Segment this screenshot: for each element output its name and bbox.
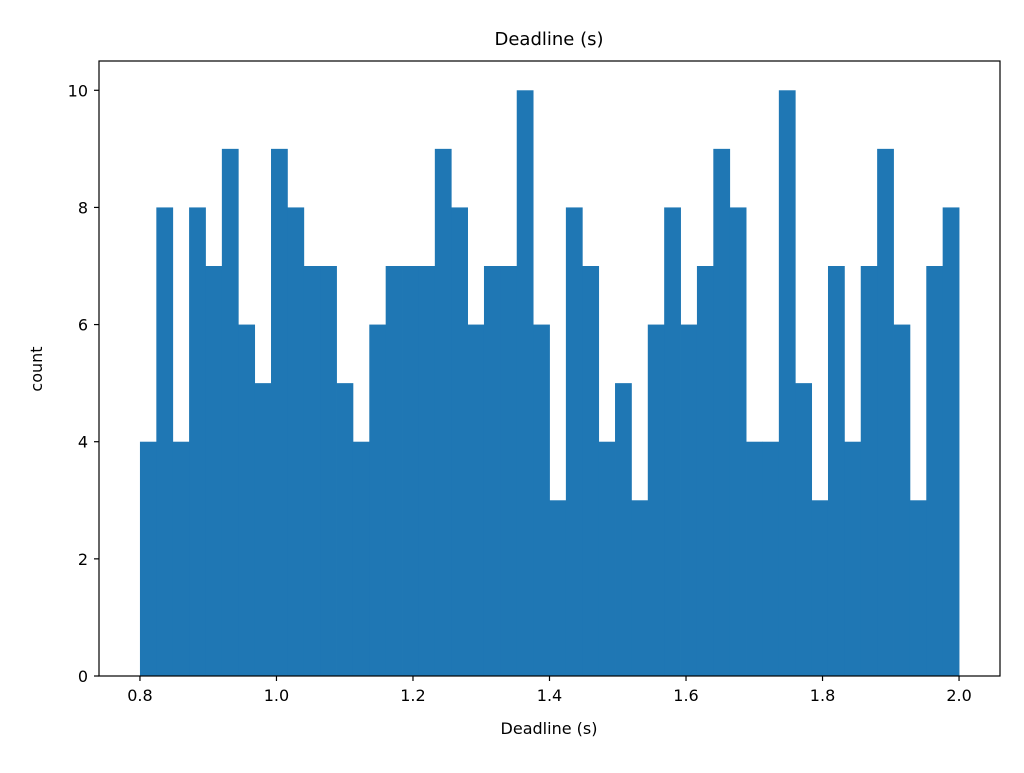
histogram-bar — [418, 266, 436, 676]
histogram-bar — [729, 207, 747, 676]
y-tick-label: 6 — [78, 316, 88, 335]
histogram-bar — [582, 266, 600, 676]
histogram-bar — [352, 441, 370, 676]
histogram-bar — [156, 207, 174, 676]
histogram-bar — [926, 266, 944, 676]
histogram-bar — [336, 383, 354, 676]
histogram-bar — [303, 266, 321, 676]
x-tick-label: 1.2 — [400, 686, 425, 705]
histogram-bar — [221, 148, 239, 676]
histogram-bar — [549, 500, 567, 676]
histogram-bar — [402, 266, 419, 676]
histogram-bar — [647, 324, 665, 676]
histogram-bar — [500, 266, 518, 676]
histogram-bar — [172, 441, 190, 676]
x-tick-label: 0.8 — [127, 686, 152, 705]
histogram-bar — [483, 266, 501, 676]
histogram-bar — [827, 266, 845, 676]
histogram-bar — [778, 90, 796, 677]
y-tick-label: 8 — [78, 198, 88, 217]
histogram-bar — [385, 266, 403, 676]
x-tick-label: 1.6 — [673, 686, 698, 705]
x-axis-label: Deadline (s) — [501, 719, 598, 738]
histogram-bar — [615, 383, 632, 676]
y-tick-label: 2 — [78, 550, 88, 569]
x-tick-label: 1.8 — [810, 686, 835, 705]
bars-group — [139, 90, 960, 677]
histogram-bar — [909, 500, 927, 676]
histogram-bar — [205, 266, 223, 676]
histogram-bar — [795, 383, 813, 676]
y-tick-label: 4 — [78, 433, 88, 452]
histogram-bar — [287, 207, 305, 676]
y-tick-label: 10 — [68, 81, 88, 100]
y-tick-label: 0 — [78, 667, 88, 686]
histogram-bar — [189, 207, 206, 676]
chart-title: Deadline (s) — [494, 29, 603, 50]
histogram-bar — [942, 207, 960, 676]
histogram-bar — [844, 441, 862, 676]
histogram-bar — [533, 324, 550, 676]
histogram-bar — [877, 148, 894, 676]
histogram-bar — [696, 266, 714, 676]
x-tick-label: 1.4 — [537, 686, 562, 705]
histogram-bar — [434, 148, 452, 676]
x-axis-ticks: 0.8 1.0 1.2 1.4 1.6 1.8 2.0 — [127, 676, 972, 705]
y-axis-label: count — [27, 346, 46, 391]
histogram-bar — [516, 90, 534, 677]
histogram-bar — [713, 148, 731, 676]
histogram-bar — [598, 441, 616, 676]
histogram-bar — [139, 441, 157, 676]
histogram-bar — [746, 441, 763, 676]
histogram-bar — [451, 207, 468, 676]
y-axis-ticks: 0 2 4 6 8 10 — [68, 81, 99, 686]
histogram-bar — [467, 324, 485, 676]
histogram-bar — [565, 207, 583, 676]
histogram-bar — [893, 324, 911, 676]
histogram-bar — [762, 441, 780, 676]
histogram-bar — [369, 324, 387, 676]
histogram-bar — [320, 266, 337, 676]
histogram-bar — [238, 324, 256, 676]
histogram-bar — [254, 383, 272, 676]
plot-frame — [98, 60, 1001, 677]
x-tick-label: 2.0 — [946, 686, 971, 705]
histogram-bar — [811, 500, 829, 676]
x-tick-label: 1.0 — [264, 686, 289, 705]
histogram-bar — [271, 148, 288, 676]
histogram-bar — [860, 266, 878, 676]
histogram-bar — [664, 207, 681, 676]
histogram-bar — [680, 324, 698, 676]
histogram-bar — [631, 500, 649, 676]
